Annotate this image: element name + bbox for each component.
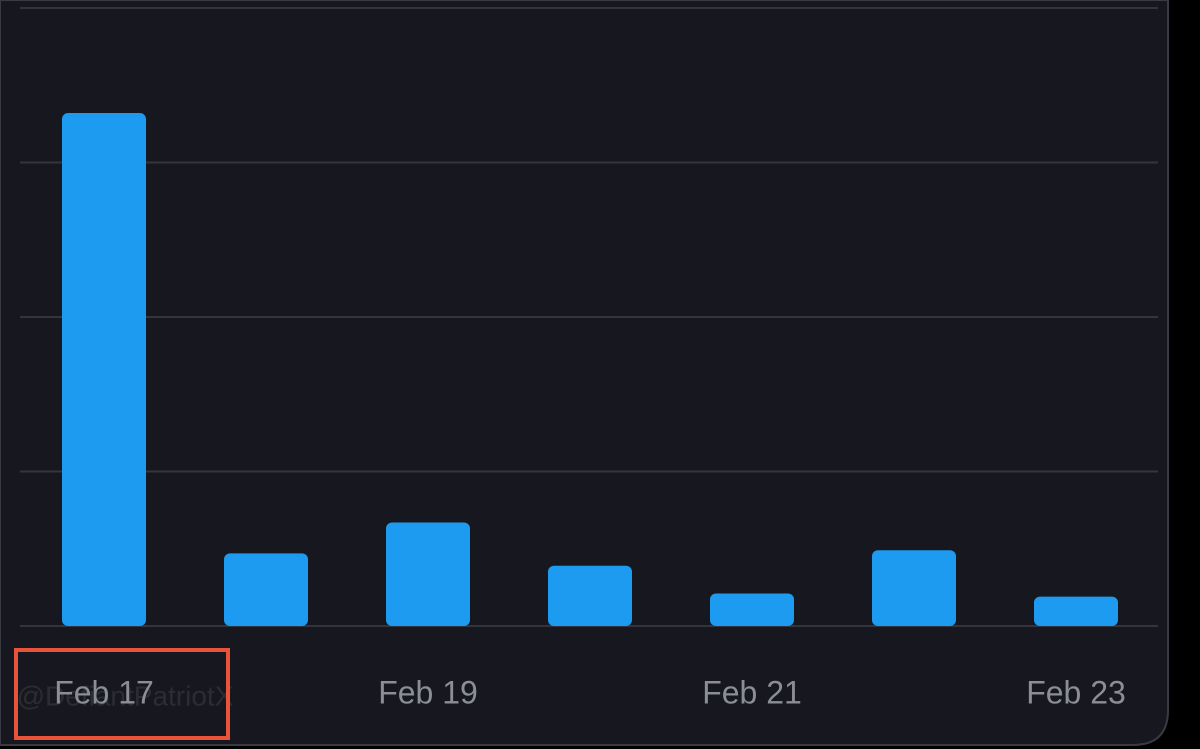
bar (548, 565, 632, 626)
bar (386, 522, 470, 626)
x-tick-label: Feb 17 (54, 674, 154, 710)
bar (872, 550, 956, 626)
bar (62, 113, 146, 626)
x-tick-label: Feb 21 (702, 674, 802, 710)
bar (224, 553, 308, 626)
x-tick-label: Feb 19 (378, 674, 478, 710)
watermark: @DefiantPatriotX (17, 680, 234, 711)
highlight-box (14, 648, 230, 740)
bar (1034, 596, 1118, 626)
bar (710, 593, 794, 626)
panel (0, 0, 1169, 746)
x-tick-label: Feb 23 (1026, 674, 1126, 710)
